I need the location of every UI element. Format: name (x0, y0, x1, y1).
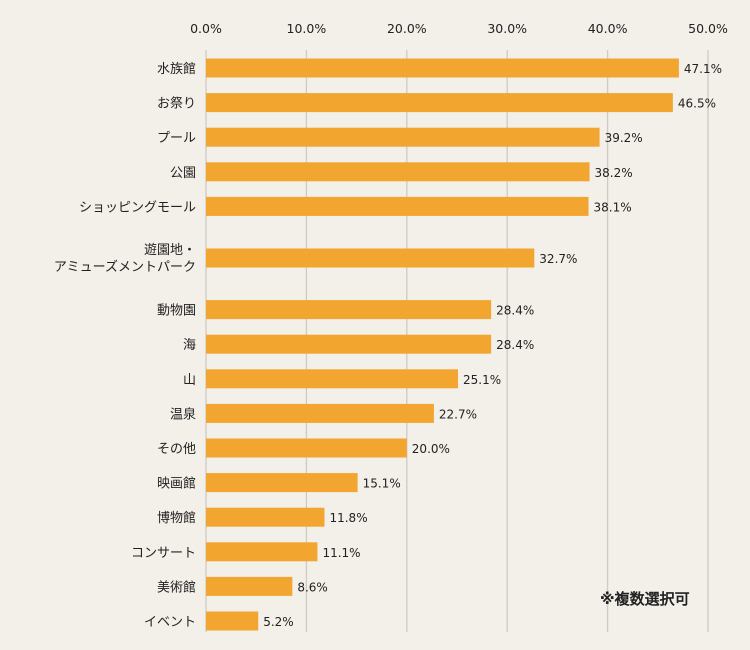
category-label: プール (157, 131, 196, 146)
value-label: 15.1% (363, 477, 401, 491)
bar (206, 248, 535, 268)
value-label: 38.1% (594, 200, 632, 214)
category-label: 海 (183, 338, 196, 353)
bar (206, 369, 459, 389)
value-label: 8.6% (297, 580, 328, 594)
value-label: 39.2% (605, 131, 643, 145)
category-label: イベント (144, 615, 196, 630)
bar (206, 58, 679, 78)
bar (206, 300, 492, 320)
bar (206, 334, 492, 354)
category-label: 博物館 (157, 511, 196, 526)
value-label: 11.1% (322, 546, 360, 560)
category-label: その他 (157, 442, 196, 457)
value-label: 38.2% (595, 166, 633, 180)
bar (206, 611, 259, 631)
value-labels: 47.1% 46.5% 39.2% 38.2% 38.1% 32.7% 28.4% 28.4%… (263, 62, 722, 629)
bar (206, 127, 600, 147)
value-label: 20.0% (412, 442, 450, 456)
category-label: コンサート (131, 546, 196, 561)
value-label: 25.1% (463, 373, 501, 387)
bar (206, 162, 590, 182)
category-label: 美術館 (157, 580, 196, 595)
category-label: 温泉 (170, 406, 196, 422)
category-labels: 水族館お祭りプール公園ショッピングモール遊園地・アミューズメントパーク動物園海山… (54, 61, 196, 630)
category-label: ショッピングモール (79, 200, 196, 215)
bar (206, 576, 293, 596)
bar (206, 438, 407, 458)
category-label: 公園 (170, 166, 196, 181)
value-label: 46.5% (678, 97, 716, 111)
bar (206, 507, 325, 527)
x-tick-label: 0.0% (190, 21, 222, 36)
value-label: 5.2% (263, 615, 294, 629)
value-label: 28.4% (496, 338, 534, 352)
x-tick-label: 30.0% (487, 21, 527, 36)
x-tick-label: 10.0% (287, 21, 327, 36)
value-label: 11.8% (329, 511, 367, 525)
bars (206, 58, 679, 631)
category-label: 遊園地・アミューズメントパーク (54, 243, 196, 275)
bar (206, 473, 358, 493)
value-label: 28.4% (496, 304, 534, 318)
category-label: 山 (183, 373, 196, 388)
bar (206, 403, 434, 423)
x-axis-ticks: 0.0% 10.0% 20.0% 30.0% 40.0% 50.0% (190, 21, 728, 36)
value-label: 47.1% (684, 62, 722, 76)
x-tick-label: 40.0% (588, 21, 628, 36)
category-label: お祭り (157, 97, 196, 112)
x-tick-label: 50.0% (688, 21, 728, 36)
category-label: 水族館 (157, 61, 196, 77)
bar (206, 542, 318, 562)
bar (206, 93, 673, 113)
category-label: 動物園 (157, 304, 196, 319)
category-label: 映画館 (157, 477, 196, 492)
value-label: 32.7% (539, 252, 577, 266)
value-label: 22.7% (439, 407, 477, 421)
x-tick-label: 20.0% (387, 21, 427, 36)
bar (206, 196, 589, 216)
multiple-choice-note: ※複数選択可 (600, 590, 690, 608)
